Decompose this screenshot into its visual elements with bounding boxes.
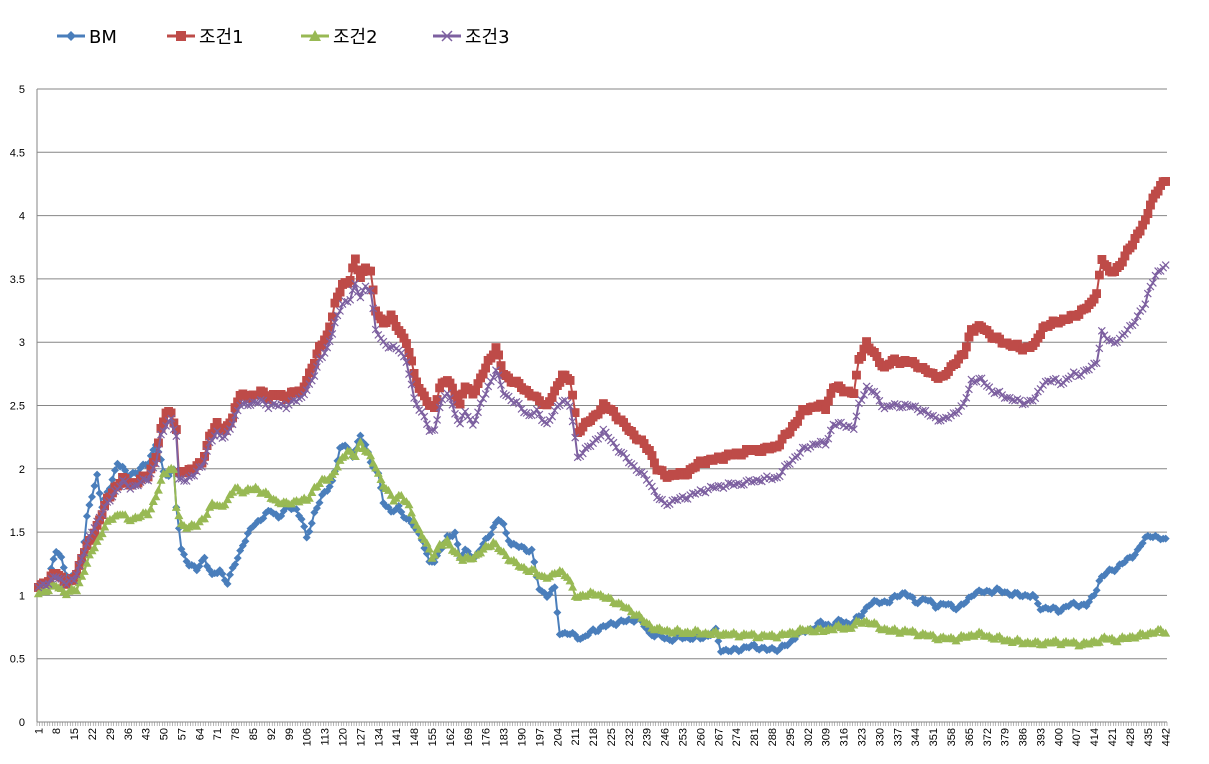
y-tick-label: 2.5 — [10, 401, 25, 413]
legend-label: 조건2 — [333, 27, 378, 48]
y-tick-label: 1.5 — [10, 527, 25, 539]
x-tick-label: 43 — [141, 728, 153, 740]
x-tick-label: 22 — [87, 728, 99, 740]
x-tick-label: 281 — [749, 728, 761, 746]
series-line-2 — [33, 176, 1171, 592]
x-tick-label: 211 — [570, 728, 582, 746]
x-tick-label: 337 — [892, 728, 904, 746]
x-tick-label: 386 — [1018, 728, 1030, 746]
legend-item-4: 조건3 — [433, 27, 510, 48]
x-tick-label: 85 — [248, 728, 260, 740]
x-tick-label: 148 — [409, 728, 421, 746]
y-axis-tick-labels: 0 0.5 1 1.5 2 2.5 3 3.5 4 4.5 5 — [10, 84, 25, 729]
x-tick-label: 435 — [1143, 728, 1155, 746]
x-tick-label: 274 — [731, 728, 743, 746]
x-tick-label: 169 — [463, 728, 475, 746]
legend-item-1: BM — [57, 27, 117, 48]
legend-marker-diamond — [66, 31, 76, 41]
x-tick-label: 120 — [338, 728, 350, 746]
x-tick-label: 141 — [391, 728, 403, 746]
y-tick-label: 2 — [19, 464, 25, 476]
legend-marker-x — [441, 30, 453, 42]
x-tick-label: 113 — [320, 728, 332, 746]
x-tick-label: 218 — [588, 728, 600, 746]
x-tick-label: 400 — [1053, 728, 1065, 746]
x-tick-label: 323 — [856, 728, 868, 746]
x-tick-label: 225 — [606, 728, 618, 746]
legend-marker-triangle — [309, 30, 321, 41]
x-tick-label: 50 — [159, 728, 171, 740]
series-line-1 — [34, 431, 1170, 656]
x-tick-label: 106 — [302, 728, 314, 746]
x-tick-label: 57 — [176, 728, 188, 740]
x-tick-label: 183 — [499, 728, 511, 746]
x-tick-label: 246 — [660, 728, 672, 746]
x-tick-label: 365 — [964, 728, 976, 746]
y-tick-label: 4 — [19, 211, 25, 223]
x-tick-label: 288 — [767, 728, 779, 746]
x-tick-label: 190 — [516, 728, 528, 746]
legend-item-2: 조건1 — [167, 27, 244, 48]
x-tick-label: 253 — [678, 728, 690, 746]
x-tick-label: 442 — [1161, 728, 1173, 746]
x-tick-label: 29 — [105, 728, 117, 740]
x-tick-label: 155 — [427, 728, 439, 746]
x-tick-label: 379 — [1000, 728, 1012, 746]
x-tick-label: 267 — [713, 728, 725, 746]
x-tick-label: 421 — [1107, 728, 1119, 746]
x-tick-label: 92 — [266, 728, 278, 740]
x-tick-label: 414 — [1089, 728, 1101, 746]
x-tick-label: 407 — [1071, 728, 1083, 746]
y-tick-label: 3 — [19, 337, 25, 349]
legend: BM 조건1 조건2 조건3 — [57, 27, 510, 48]
y-tick-label: 3.5 — [10, 274, 25, 286]
legend-item-3: 조건2 — [301, 27, 378, 48]
x-tick-label: 358 — [946, 728, 958, 746]
x-tick-label: 351 — [928, 728, 940, 746]
x-tick-label: 239 — [642, 728, 654, 746]
x-tick-label: 309 — [821, 728, 833, 746]
x-tick-label: 295 — [785, 728, 797, 746]
x-tick-label: 316 — [839, 728, 851, 746]
x-tick-label: 8 — [51, 728, 63, 734]
x-tick-label: 71 — [212, 728, 224, 740]
legend-label: 조건3 — [465, 27, 510, 48]
x-tick-label: 197 — [534, 728, 546, 746]
x-tick-label: 344 — [910, 728, 922, 746]
gridlines — [37, 88, 1167, 660]
series-layer — [33, 176, 1171, 656]
legend-label: 조건1 — [199, 27, 244, 48]
x-tick-label: 232 — [624, 728, 636, 746]
y-tick-label: 0.5 — [10, 654, 25, 666]
x-tick-label: 99 — [284, 728, 296, 740]
x-tick-label: 127 — [355, 728, 367, 746]
x-tick-label: 372 — [982, 728, 994, 746]
y-tick-label: 4.5 — [10, 147, 25, 159]
x-tick-label: 176 — [481, 728, 493, 746]
legend-marker-square — [176, 31, 186, 41]
x-axis: 1 8 15 22 29 36 43 50 57 64 71 78 85 92 99 106 113 120 127… — [33, 89, 1173, 746]
series-line-4 — [34, 261, 1170, 592]
y-tick-label: 5 — [19, 84, 25, 96]
x-tick-label: 302 — [803, 728, 815, 746]
legend-label: BM — [89, 27, 117, 48]
x-tick-label: 204 — [552, 728, 564, 746]
x-tick-label: 260 — [695, 728, 707, 746]
x-tick-label: 393 — [1035, 728, 1047, 746]
series-line-3 — [33, 437, 1171, 650]
y-tick-label: 1 — [19, 590, 25, 602]
x-tick-label: 15 — [69, 728, 81, 740]
x-tick-label: 36 — [123, 728, 135, 740]
x-tick-label: 134 — [373, 728, 385, 746]
x-tick-label: 162 — [445, 728, 457, 746]
x-tick-label: 330 — [874, 728, 886, 746]
x-tick-label: 64 — [194, 728, 206, 740]
x-tick-label: 78 — [230, 728, 242, 740]
x-tick-label: 428 — [1125, 728, 1137, 746]
x-tick-label: 1 — [33, 728, 45, 734]
y-tick-label: 0 — [19, 717, 25, 729]
